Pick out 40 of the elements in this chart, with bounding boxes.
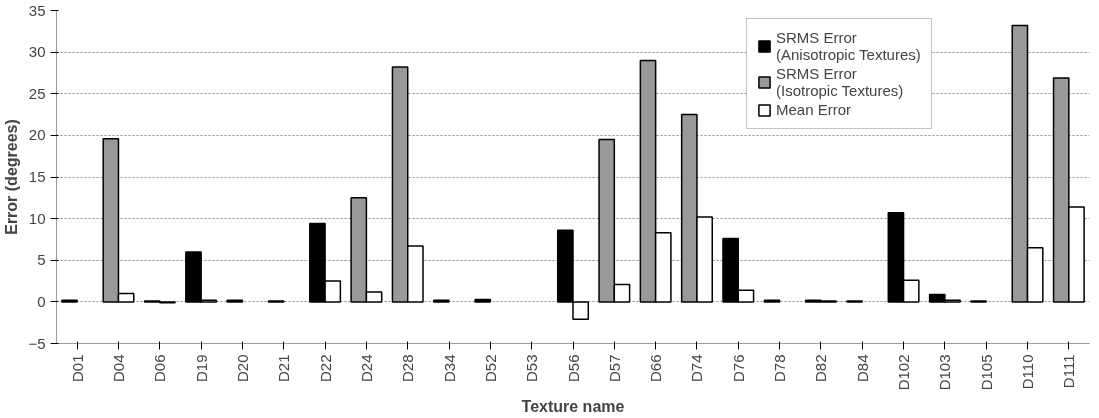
x-tick-label: D105 [977, 354, 995, 391]
legend-label: Mean Error [776, 101, 852, 118]
x-tick-label: D34 [440, 354, 458, 383]
x-tick-label: D78 [771, 354, 789, 383]
y-tick-label: −5 [28, 334, 46, 352]
x-tick-label: D53 [523, 354, 541, 383]
legend-label: SRMS Error (Isotropic Textures) [776, 65, 904, 99]
x-tick-label: D103 [936, 354, 954, 391]
x-tick-label: D84 [853, 354, 871, 383]
bar [474, 298, 492, 303]
y-tick-label: 20 [28, 126, 46, 144]
x-tick-label: D76 [729, 354, 747, 383]
x-tick-label: D57 [605, 354, 623, 383]
y-tick-label: 0 [37, 292, 46, 310]
x-tick-label: D28 [399, 354, 417, 383]
x-tick-label: D52 [481, 354, 499, 383]
y-tick-label: 5 [37, 251, 46, 269]
x-axis-title: Texture name [521, 398, 625, 416]
x-tick-label: D01 [68, 354, 86, 383]
y-tick-label: 30 [28, 43, 46, 61]
y-tick-label: 35 [28, 1, 46, 19]
x-tick-label: D04 [109, 354, 127, 383]
y-tick-label: 10 [28, 209, 46, 227]
y-tick-label: 25 [28, 84, 46, 102]
x-tick-label: D82 [812, 354, 830, 383]
x-tick-label: D20 [233, 354, 251, 383]
x-tick-label: D56 [564, 354, 582, 383]
x-tick-label: D21 [275, 354, 293, 383]
x-tick-label: D24 [357, 354, 375, 383]
x-tick-label: D22 [316, 354, 334, 383]
y-tick-label: 15 [28, 168, 46, 185]
legend-label: SRMS Error (Anisotropic Textures) [776, 29, 921, 63]
x-tick-label: D102 [895, 354, 913, 391]
x-tick-label: D74 [688, 354, 706, 383]
x-tick-label: D110 [1019, 354, 1037, 390]
x-tick-label: D66 [647, 354, 665, 383]
x-tick-label: D19 [192, 354, 210, 383]
y-axis-title: Error (degrees) [3, 119, 21, 235]
x-tick-label: D111 [1060, 354, 1078, 389]
x-tick-label: D06 [151, 354, 169, 383]
